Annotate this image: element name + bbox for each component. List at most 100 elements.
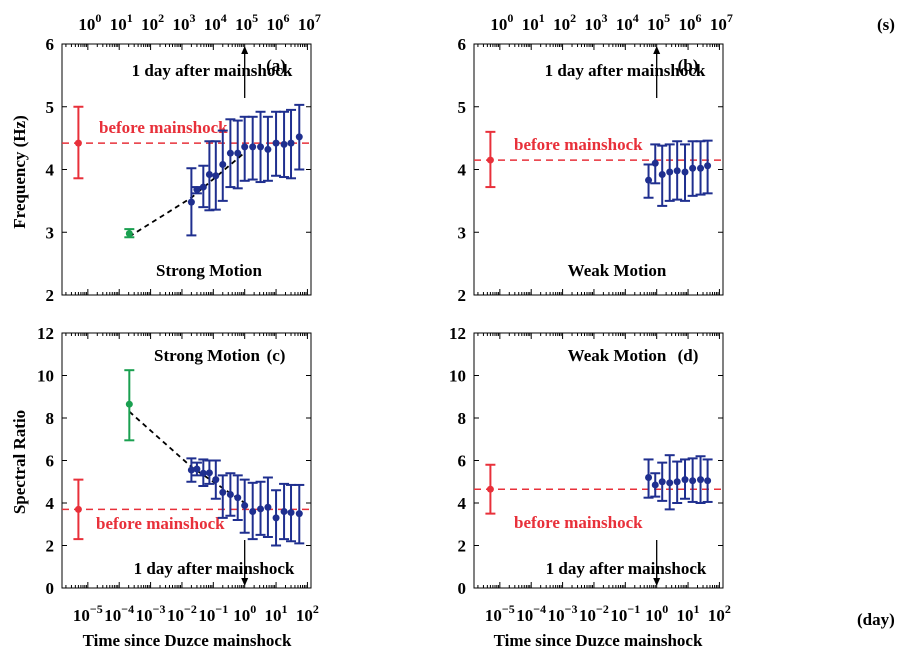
before-label: before mainshock bbox=[96, 514, 225, 533]
x-tick-label-sec: 103 bbox=[172, 11, 195, 34]
x-tick-label-sec: 104 bbox=[204, 11, 227, 34]
before-point bbox=[74, 139, 82, 147]
data-point bbox=[287, 139, 295, 147]
x-tick-label-sec: 101 bbox=[110, 11, 133, 34]
x-tick-label-day: 10−3 bbox=[136, 602, 166, 625]
y-tick-label: 10 bbox=[449, 367, 466, 386]
motion-label: Weak Motion bbox=[568, 346, 667, 365]
x-tick-label-day: 10−4 bbox=[104, 602, 134, 625]
data-point bbox=[205, 469, 213, 477]
x-tick-label-day: 101 bbox=[265, 602, 288, 625]
data-point bbox=[272, 514, 280, 522]
y-tick-label: 3 bbox=[46, 223, 55, 242]
data-point bbox=[666, 168, 674, 176]
data-point bbox=[219, 160, 227, 168]
before-point bbox=[74, 505, 82, 513]
data-point bbox=[689, 477, 697, 485]
panel-label: (c) bbox=[267, 346, 286, 365]
x-tick-label-day: 10−5 bbox=[485, 602, 515, 625]
data-point bbox=[689, 164, 697, 172]
y-tick-label: 4 bbox=[458, 161, 467, 180]
y-tick-label: 5 bbox=[46, 98, 55, 117]
data-point bbox=[704, 477, 712, 485]
motion-label: Strong Motion bbox=[154, 346, 260, 365]
x-tick-label-sec: 103 bbox=[584, 11, 607, 34]
x-tick-label-sec: 106 bbox=[267, 11, 290, 34]
data-point bbox=[199, 183, 207, 191]
y-tick-label: 6 bbox=[46, 452, 55, 471]
data-point bbox=[264, 503, 272, 511]
data-point bbox=[193, 465, 201, 473]
y-tick-label: 0 bbox=[46, 579, 55, 598]
data-point bbox=[257, 505, 265, 513]
y-tick-label: 3 bbox=[458, 223, 467, 242]
data-point bbox=[212, 172, 220, 180]
y-tick-label: 6 bbox=[46, 35, 55, 54]
panel-d: 0 2 4 6 8 10 12 10−5 10−4 10−3 10−2 10−1 100 101 102 be… bbox=[449, 324, 731, 625]
day-after-label: 1 day after mainshock bbox=[134, 559, 295, 578]
x-tick-label-day: 100 bbox=[645, 602, 668, 625]
day-arrow-head bbox=[653, 578, 661, 586]
data-point bbox=[651, 481, 659, 489]
before-label: before mainshock bbox=[99, 118, 228, 137]
before-label: before mainshock bbox=[514, 135, 643, 154]
x-tick-label-sec: 106 bbox=[679, 11, 702, 34]
data-point bbox=[280, 140, 288, 148]
data-point bbox=[264, 145, 272, 153]
data-point bbox=[249, 508, 257, 515]
y-tick-label: 2 bbox=[458, 537, 467, 556]
x-label-left: Time since Duzce mainshock bbox=[83, 631, 292, 650]
x-tick-label-day: 101 bbox=[677, 602, 700, 625]
x-tick-label-day: 10−1 bbox=[610, 602, 640, 625]
y-label-spectral-ratio: Spectral Ratio bbox=[10, 410, 29, 514]
data-point bbox=[234, 494, 242, 502]
day-after-label: 1 day after mainshock bbox=[545, 61, 706, 80]
day-arrow-head bbox=[241, 46, 249, 54]
panel-label: (d) bbox=[678, 346, 699, 365]
data-point bbox=[295, 510, 303, 518]
data-point bbox=[280, 508, 288, 515]
panel-a: 2 3 4 5 6 100 101 102 103 104 105 106 107 before main… bbox=[46, 11, 321, 305]
trend-line bbox=[128, 410, 246, 504]
data-point bbox=[219, 488, 227, 496]
x-tick-label-sec: 100 bbox=[78, 11, 101, 34]
first-strong-point bbox=[125, 230, 133, 238]
data-point bbox=[697, 476, 705, 484]
data-point bbox=[226, 149, 234, 157]
panel-b: 2 3 4 5 6 100 101 102 103 104 105 106 107 before main… bbox=[458, 11, 733, 305]
data-point bbox=[645, 176, 653, 184]
data-point bbox=[697, 164, 705, 172]
day-arrow-head bbox=[241, 578, 249, 586]
data-point bbox=[234, 149, 242, 157]
y-tick-label: 12 bbox=[37, 324, 54, 343]
x-tick-label-day: 10−2 bbox=[579, 602, 609, 625]
y-tick-label: 2 bbox=[46, 537, 55, 556]
data-point bbox=[257, 143, 265, 151]
x-label-right: Time since Duzce mainshock bbox=[494, 631, 703, 650]
x-tick-label-day: 10−3 bbox=[548, 602, 578, 625]
y-tick-label: 4 bbox=[458, 494, 467, 513]
data-point bbox=[681, 168, 689, 176]
y-tick-label: 2 bbox=[458, 286, 467, 305]
x-tick-label-sec: 107 bbox=[298, 11, 321, 34]
data-point bbox=[187, 198, 195, 206]
x-tick-label-sec: 104 bbox=[616, 11, 639, 34]
y-tick-label: 5 bbox=[458, 98, 467, 117]
panel-label: (a) bbox=[266, 56, 286, 75]
y-tick-label: 4 bbox=[46, 161, 55, 180]
unit-seconds: (s) bbox=[877, 15, 895, 34]
y-label-frequency: Frequency (Hz) bbox=[10, 115, 29, 228]
data-point bbox=[226, 491, 234, 498]
plot-frame bbox=[61, 332, 312, 589]
panel-c: 0 2 4 6 8 10 12 10−5 10−4 10−3 10−2 10−1 100 101 102 be… bbox=[37, 324, 319, 625]
data-point bbox=[673, 167, 681, 175]
panel-label: (b) bbox=[678, 56, 699, 75]
motion-label: Weak Motion bbox=[568, 261, 667, 280]
x-tick-label-day: 10−1 bbox=[198, 602, 228, 625]
y-tick-label: 0 bbox=[458, 579, 467, 598]
x-tick-label-day: 102 bbox=[708, 602, 731, 625]
data-point bbox=[658, 171, 666, 179]
y-tick-label: 6 bbox=[458, 452, 467, 471]
data-point bbox=[212, 476, 220, 484]
